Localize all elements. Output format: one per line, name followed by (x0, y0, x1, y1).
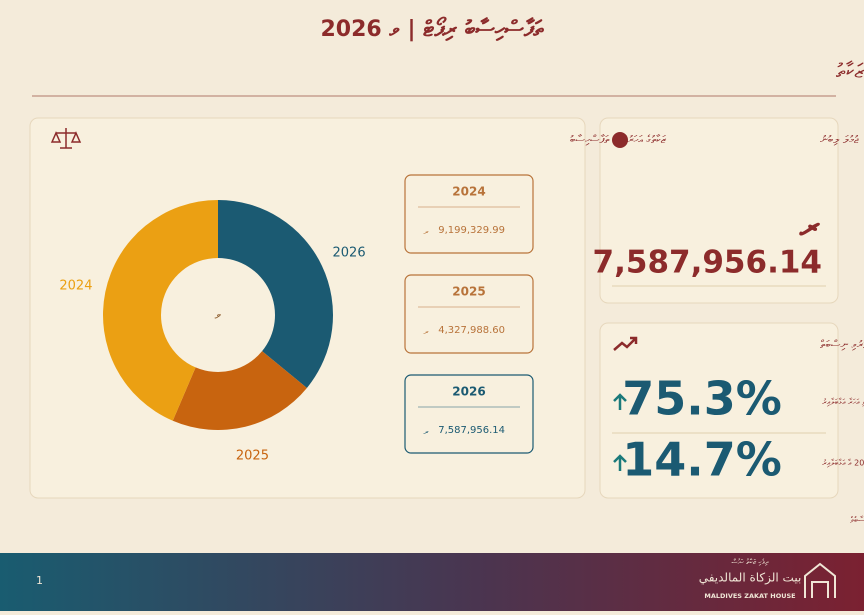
subtitle: ފިތުރު ޒަކާތު (836, 59, 864, 83)
donut-segment (172, 351, 307, 430)
year-box-value: 4,327,988.60 (438, 325, 505, 336)
up-arrow (613, 454, 627, 471)
donut-segment (102, 200, 218, 421)
up-arrow (613, 393, 627, 410)
total-card (599, 117, 839, 304)
year-box-label: 2024 (452, 185, 485, 199)
footnote: ނޯޓް: މި ތަފާސްހިސާބަކީ ފިތުރު ޒަކާތުގެ … (850, 515, 864, 526)
growth-label: ފާއިތުވި އަހަރާ އަޅާބަލާއިރު (822, 398, 864, 407)
org-ar: بيت الزكاة المالديفي (699, 571, 802, 586)
footer-band (0, 553, 864, 611)
trend-icon (613, 336, 638, 351)
year-box-label: 2026 (452, 385, 485, 399)
year-box (404, 174, 534, 254)
total-currency: ރ (799, 207, 821, 247)
year-box (404, 374, 534, 454)
coin-icon (612, 132, 628, 148)
currency: ރ (423, 228, 429, 238)
total-amount: 7,587,956.14 (593, 245, 822, 281)
scale-icon (50, 128, 82, 149)
year-box-value: 7,587,956.14 (438, 425, 505, 436)
donut-center: ވ (215, 307, 222, 323)
year-box-value: 9,199,329.99 (438, 225, 505, 236)
growth-label: 2024 އާ އަޅާބަލާއިރު (822, 459, 864, 468)
growth-value: 14.7% (622, 433, 782, 487)
currency: ރ (423, 328, 429, 338)
logo (804, 562, 836, 598)
page-number: 1 (36, 574, 43, 587)
year-box-label: 2025 (452, 285, 485, 299)
donut-segment (218, 200, 333, 388)
title: ތަފާސްހިސާބު ރިޕޯޓް | ވ 2026 (320, 16, 544, 42)
total-title: ޖުމުލަ ލިބުނު (820, 133, 859, 146)
growth-card (599, 322, 839, 499)
org-dv: ދިވެހި ޒަކާތު ހައުސް (732, 557, 770, 566)
segment-label: 2025 (236, 448, 269, 463)
org-en: MALDIVES ZAKAT HOUSE (704, 592, 795, 600)
segment-label: 2026 (333, 245, 366, 260)
year-box (404, 274, 534, 354)
segment-label: 2024 (59, 278, 92, 293)
currency: ރ (423, 428, 429, 438)
growth-title: އިތުރުވި ނިސްބަތް (820, 338, 864, 351)
growth-value: 75.3% (622, 372, 782, 426)
